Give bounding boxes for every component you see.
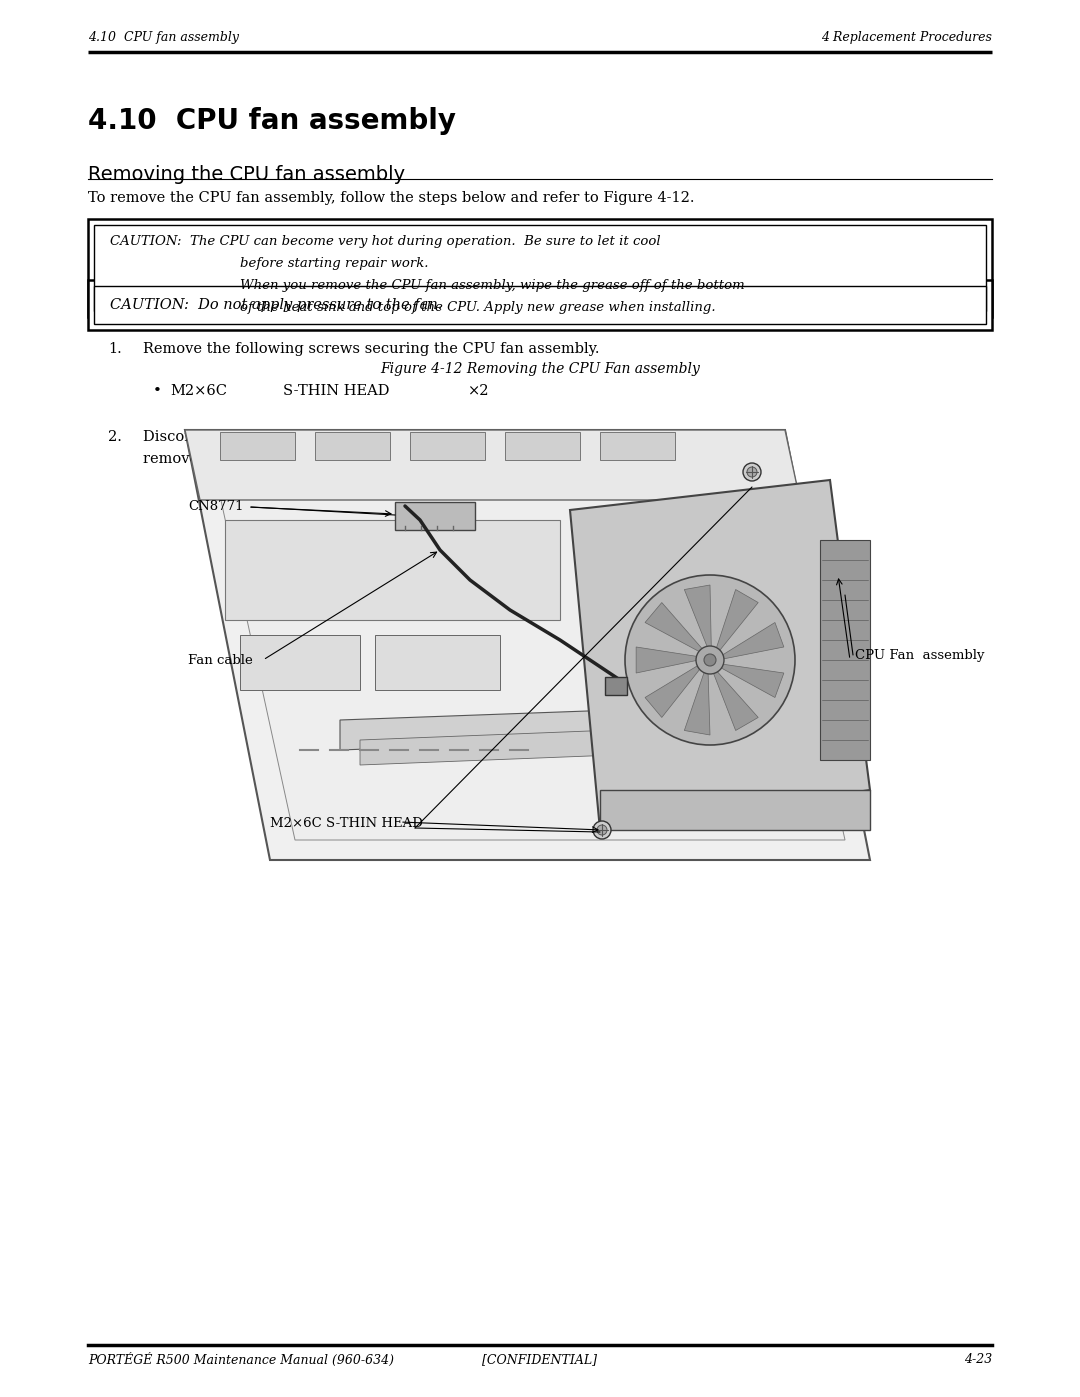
Circle shape xyxy=(625,576,795,745)
Circle shape xyxy=(704,654,716,666)
Polygon shape xyxy=(820,541,870,760)
Text: of the heat sink and top of the CPU. Apply new grease when installing.: of the heat sink and top of the CPU. App… xyxy=(240,300,716,314)
Text: Figure 4-12 Removing the CPU Fan assembly: Figure 4-12 Removing the CPU Fan assembl… xyxy=(380,362,700,376)
Circle shape xyxy=(743,462,761,481)
Polygon shape xyxy=(600,789,870,830)
Polygon shape xyxy=(185,430,800,500)
Polygon shape xyxy=(645,662,703,718)
Polygon shape xyxy=(712,668,758,731)
Polygon shape xyxy=(718,623,784,659)
Polygon shape xyxy=(570,481,870,830)
Circle shape xyxy=(696,645,724,673)
Text: Remove the following screws securing the CPU fan assembly.: Remove the following screws securing the… xyxy=(143,342,599,356)
Polygon shape xyxy=(600,432,675,460)
Text: CAUTION:  The CPU can become very hot during operation.  Be sure to let it cool: CAUTION: The CPU can become very hot dur… xyxy=(110,235,661,249)
Text: [CONFIDENTIAL]: [CONFIDENTIAL] xyxy=(483,1354,597,1366)
Text: 4.10  CPU fan assembly: 4.10 CPU fan assembly xyxy=(87,31,239,43)
Text: 1.: 1. xyxy=(108,342,122,356)
Circle shape xyxy=(593,821,611,840)
Text: PORTÉGÉ R500 Maintenance Manual (960-634): PORTÉGÉ R500 Maintenance Manual (960-634… xyxy=(87,1354,394,1368)
Polygon shape xyxy=(240,636,360,690)
Text: Fan cable: Fan cable xyxy=(188,654,253,666)
Polygon shape xyxy=(340,710,615,750)
Polygon shape xyxy=(685,666,710,735)
Polygon shape xyxy=(225,520,561,620)
Text: To remove the CPU fan assembly, follow the steps below and refer to Figure 4-12.: To remove the CPU fan assembly, follow t… xyxy=(87,191,694,205)
Text: Disconnect the fan cable from the connector CN8771 on the system board and: Disconnect the fan cable from the connec… xyxy=(143,430,729,444)
Circle shape xyxy=(747,467,757,476)
Polygon shape xyxy=(715,590,758,655)
Bar xyxy=(605,678,627,694)
Text: S-THIN HEAD: S-THIN HEAD xyxy=(283,384,390,398)
Polygon shape xyxy=(636,647,702,673)
Bar xyxy=(94,225,986,312)
Text: CPU Fan  assembly: CPU Fan assembly xyxy=(855,648,985,662)
Bar xyxy=(94,286,986,324)
Text: M2×6C S-THIN HEAD: M2×6C S-THIN HEAD xyxy=(270,817,423,830)
Text: M2×6C: M2×6C xyxy=(170,384,227,398)
Polygon shape xyxy=(210,450,845,840)
Polygon shape xyxy=(716,664,784,697)
Text: remove the CPU fan assembly from the slot.: remove the CPU fan assembly from the slo… xyxy=(143,453,470,467)
Text: 4.10  CPU fan assembly: 4.10 CPU fan assembly xyxy=(87,108,456,136)
Text: 2.: 2. xyxy=(108,430,122,444)
Polygon shape xyxy=(375,636,500,690)
Polygon shape xyxy=(685,585,712,652)
Text: before starting repair work.: before starting repair work. xyxy=(240,257,429,270)
Polygon shape xyxy=(645,602,706,654)
Text: CN8771: CN8771 xyxy=(188,500,243,514)
Text: •: • xyxy=(153,384,162,398)
Text: 4-23: 4-23 xyxy=(963,1354,993,1366)
Polygon shape xyxy=(185,430,870,861)
Text: 4 Replacement Procedures: 4 Replacement Procedures xyxy=(821,31,993,43)
Text: CAUTION:  Do not apply pressure to the fan.: CAUTION: Do not apply pressure to the fa… xyxy=(110,298,443,312)
Text: ×2: ×2 xyxy=(468,384,489,398)
Text: When you remove the CPU fan assembly, wipe the grease off of the bottom: When you remove the CPU fan assembly, wi… xyxy=(240,279,745,292)
Bar xyxy=(395,502,475,529)
Polygon shape xyxy=(360,731,615,766)
Text: Removing the CPU fan assembly: Removing the CPU fan assembly xyxy=(87,165,405,184)
Bar xyxy=(87,279,993,330)
Polygon shape xyxy=(505,432,580,460)
Polygon shape xyxy=(410,432,485,460)
Circle shape xyxy=(597,826,607,835)
Polygon shape xyxy=(315,432,390,460)
Bar xyxy=(87,219,993,317)
Polygon shape xyxy=(220,432,295,460)
